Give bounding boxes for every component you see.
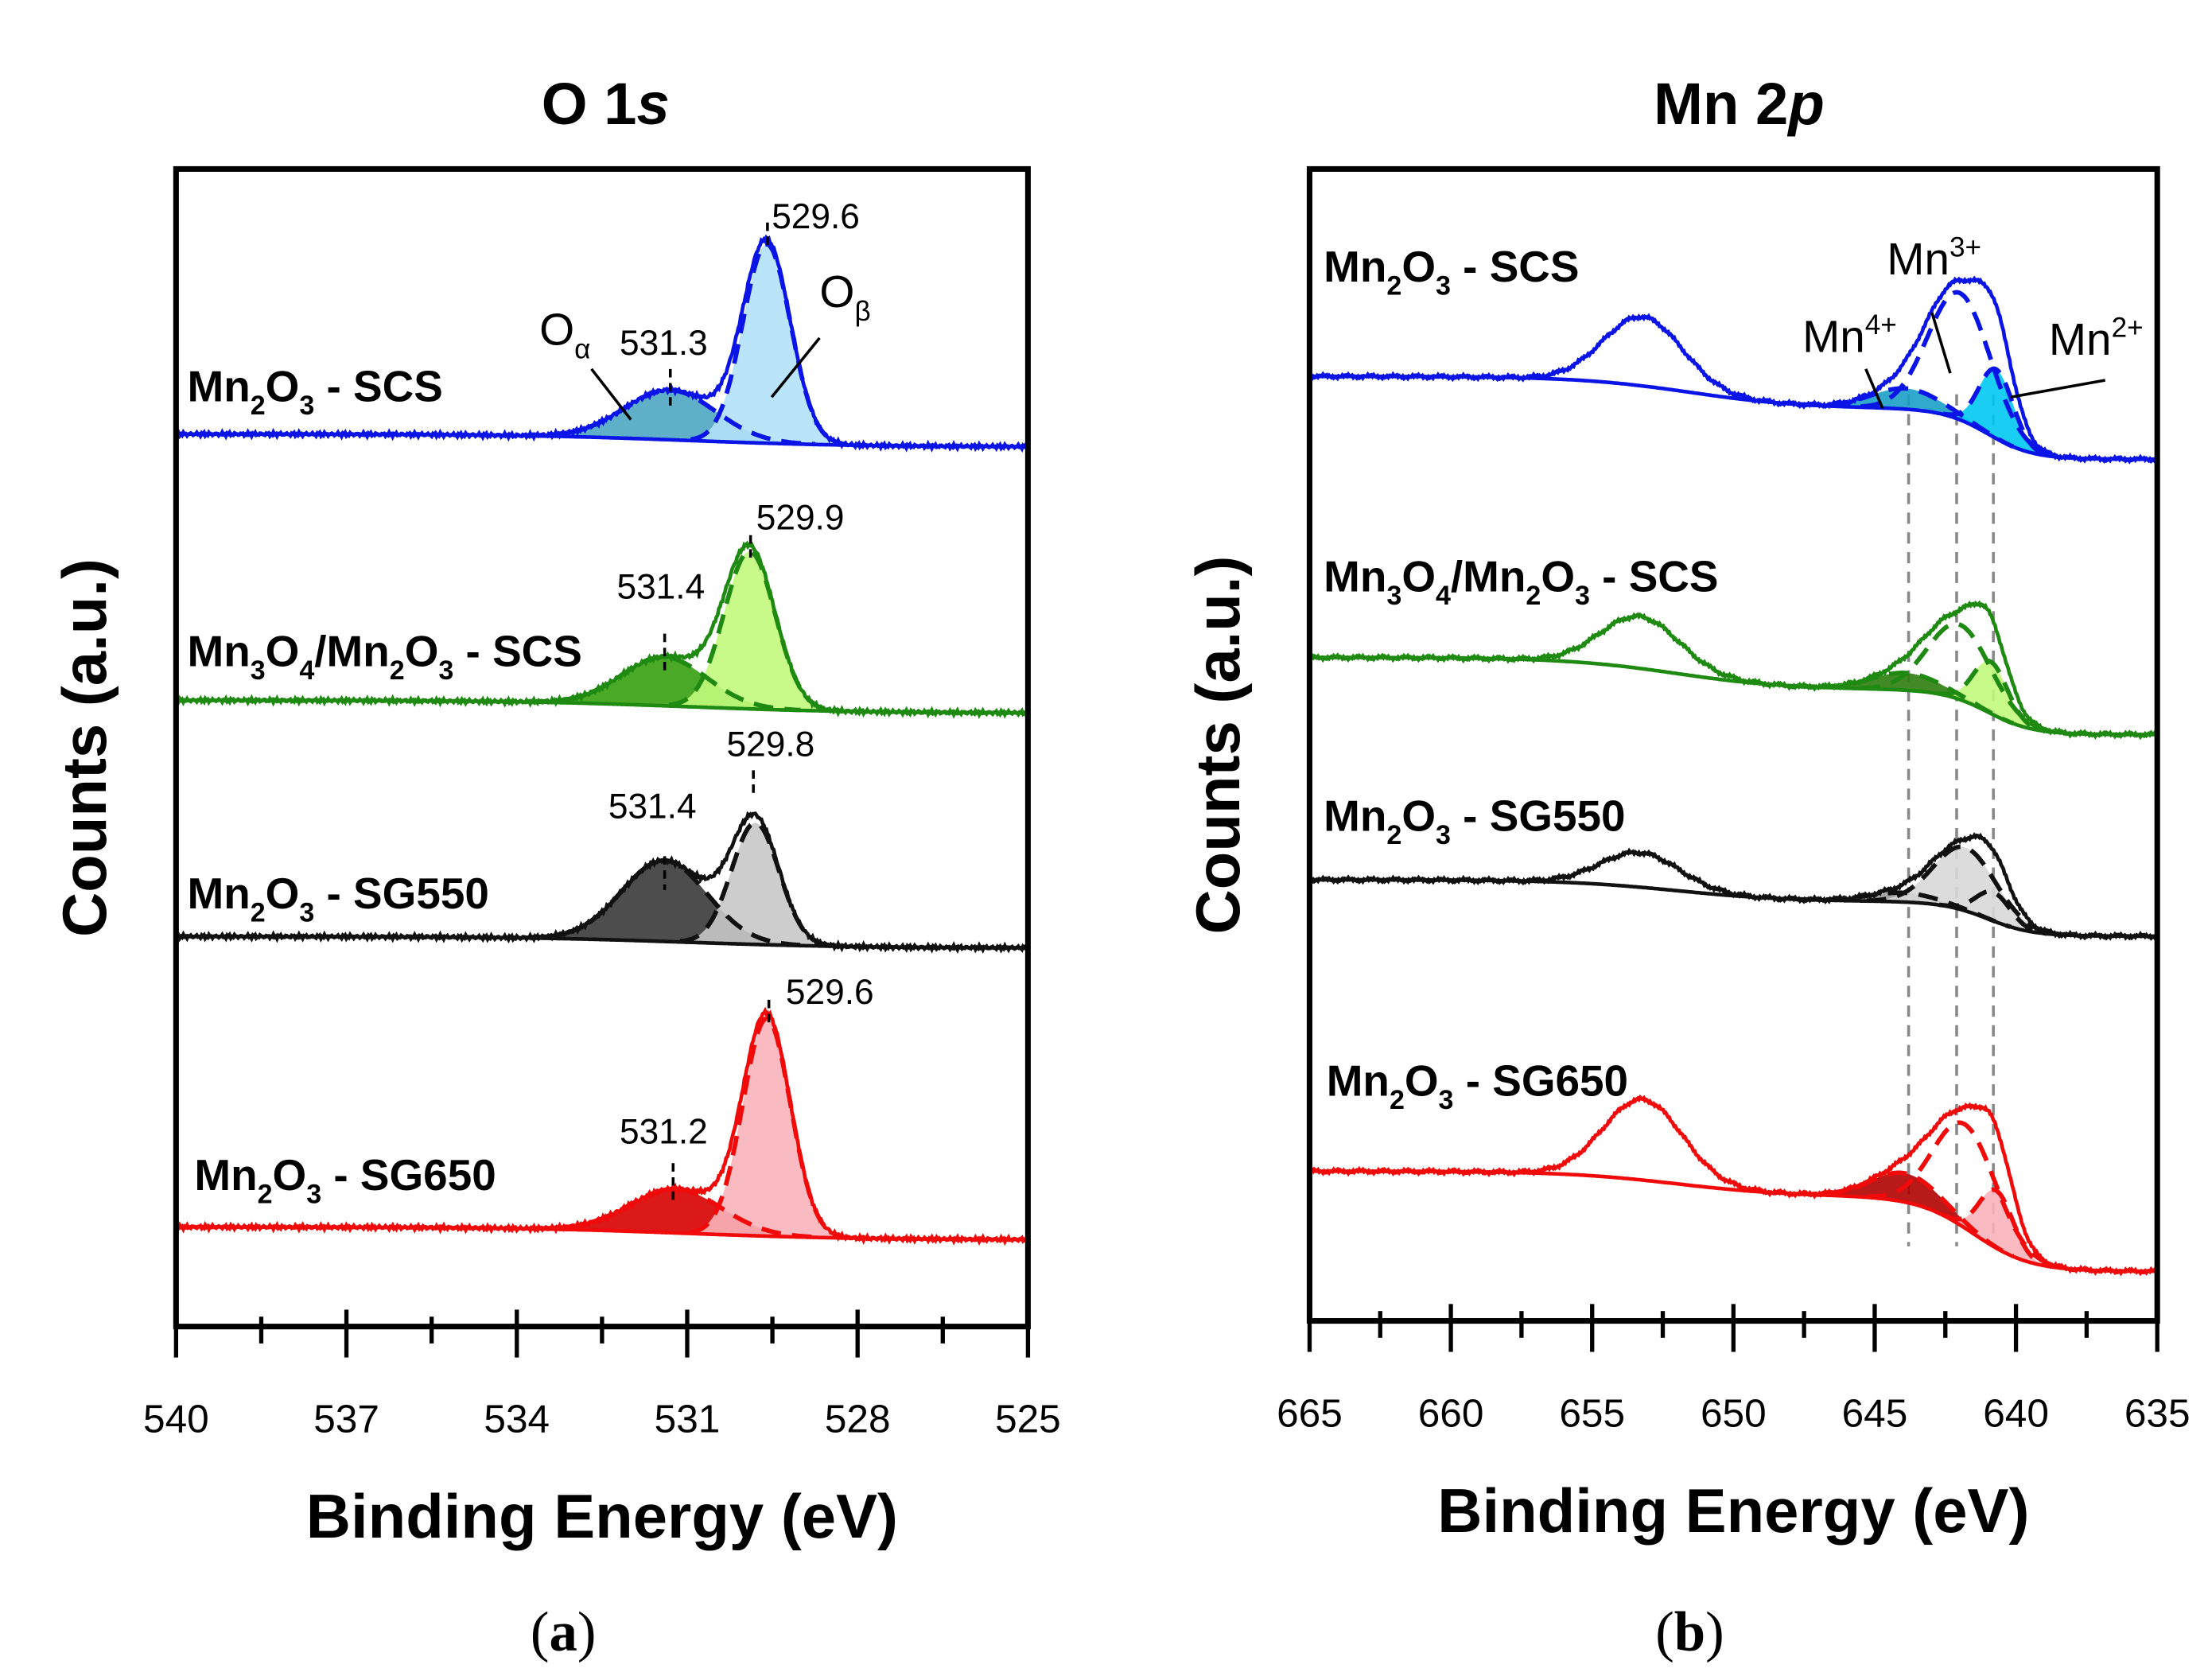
panel-a-o1s: O 1s Mn2O3 - SCS Mn3O4/Mn2O3 - SCS Mn2O3 - … <box>49 71 1061 1663</box>
peak-label: Oα <box>539 305 590 365</box>
component-fill <box>1309 368 2158 460</box>
spectrum-envelope <box>1308 1094 2159 1277</box>
x-tick-label: 655 <box>1559 1390 1625 1435</box>
panel-label: (a) <box>531 1601 597 1663</box>
spectrum-envelope <box>174 234 1030 453</box>
spectrum-envelope <box>1308 600 2159 741</box>
sample-label: Mn3O4/Mn2O3 - SCS <box>1324 552 1718 611</box>
annotation-leader <box>1930 312 1952 374</box>
component-fill <box>1309 657 2158 735</box>
peak-label: 529.8 <box>727 725 815 764</box>
component-fill <box>1309 1171 2158 1272</box>
spectrum-envelope <box>1309 275 2159 465</box>
component-fit-line <box>1936 658 2046 733</box>
annotation-leader <box>2010 379 2106 399</box>
sample-label: Mn2O3 - SG650 <box>1327 1056 1628 1114</box>
spectrum-envelope <box>174 811 1030 955</box>
component-fit-line <box>1939 889 2047 936</box>
component-fit-line <box>1860 290 2059 459</box>
component-fill <box>1309 846 2158 936</box>
component-fit-line <box>1942 366 2051 458</box>
component-fill <box>176 860 1028 948</box>
component-fill <box>176 390 1028 447</box>
annotation-leader <box>770 336 821 399</box>
x-tick-label: 650 <box>1701 1390 1767 1435</box>
peak-label: Mn2+ <box>2049 312 2144 365</box>
x-tick-label: 645 <box>1842 1390 1908 1435</box>
spectrum-envelope <box>174 1006 1030 1246</box>
peak-label: 529.9 <box>756 499 845 538</box>
x-tick-label: 665 <box>1277 1390 1343 1435</box>
plot-frame <box>1306 165 2160 1324</box>
x-tick-label: 525 <box>995 1396 1061 1441</box>
spectrum <box>174 1006 1030 1246</box>
peak-label: 531.4 <box>616 567 705 606</box>
peak-label: 529.6 <box>772 197 860 236</box>
sample-label: Mn2O3 - SCS <box>188 362 443 421</box>
spectrum <box>1309 275 2159 465</box>
panel-b-mn2p: Mn 2p Mn2O3 - SCS Mn3O4/Mn2O3 - SCS Mn2O3 -… <box>1183 71 2191 1663</box>
spectrum <box>1308 1094 2159 1277</box>
sample-label: Mn2O3 - SG550 <box>1324 791 1625 850</box>
sample-label: Mn2O3 - SG550 <box>188 869 489 928</box>
sample-label: Mn3O4/Mn2O3 - SCS <box>188 626 582 685</box>
panel-title: O 1s <box>542 71 670 137</box>
x-tick-label: 537 <box>313 1396 379 1441</box>
x-tick-label: 640 <box>1983 1390 2049 1435</box>
spectrum <box>174 811 1030 955</box>
peak-label: 531.4 <box>608 788 697 826</box>
spectrum <box>1308 832 2159 942</box>
annotation-leader <box>1864 368 1884 410</box>
x-tick-label: 531 <box>655 1396 721 1441</box>
peak-label: 531.2 <box>620 1113 708 1152</box>
component-fill <box>176 657 1028 714</box>
peak-label: 529.6 <box>786 973 874 1012</box>
x-tick-label: 528 <box>825 1396 891 1441</box>
x-tick-label: 534 <box>484 1396 550 1441</box>
y-axis-label: Counts (a.u.) <box>49 558 119 937</box>
x-tick-label: 540 <box>143 1396 209 1441</box>
spectrum-envelope <box>1308 832 2159 942</box>
panel-label: (b) <box>1655 1601 1724 1663</box>
peak-label: Oβ <box>819 267 870 327</box>
panel-title: Mn 2p <box>1654 71 1825 137</box>
sample-label: Mn2O3 - SG650 <box>194 1150 496 1209</box>
component-fit-line <box>1866 1120 2065 1270</box>
spectrum-envelope <box>174 540 1030 720</box>
annotation-leader <box>590 368 632 421</box>
peak-label: 531.3 <box>620 324 708 363</box>
component-fit-line <box>668 549 831 713</box>
spectrum <box>174 540 1030 720</box>
x-axis-label: Binding Energy (eV) <box>1437 1476 2029 1546</box>
spectrum <box>174 234 1030 453</box>
spectrum <box>1308 600 2159 741</box>
component-fill <box>176 1018 1028 1240</box>
y-axis-label: Counts (a.u.) <box>1183 556 1253 935</box>
peak-label: Mn3+ <box>1887 232 1981 286</box>
x-tick-label: 635 <box>2124 1390 2191 1435</box>
component-fit-line <box>1860 621 2058 735</box>
x-tick-label: 660 <box>1418 1390 1484 1435</box>
sample-label: Mn2O3 - SCS <box>1324 242 1579 301</box>
x-axis-label: Binding Energy (eV) <box>306 1481 898 1551</box>
peak-label: Mn4+ <box>1802 309 1897 363</box>
component-fit-line <box>1942 1187 2051 1269</box>
